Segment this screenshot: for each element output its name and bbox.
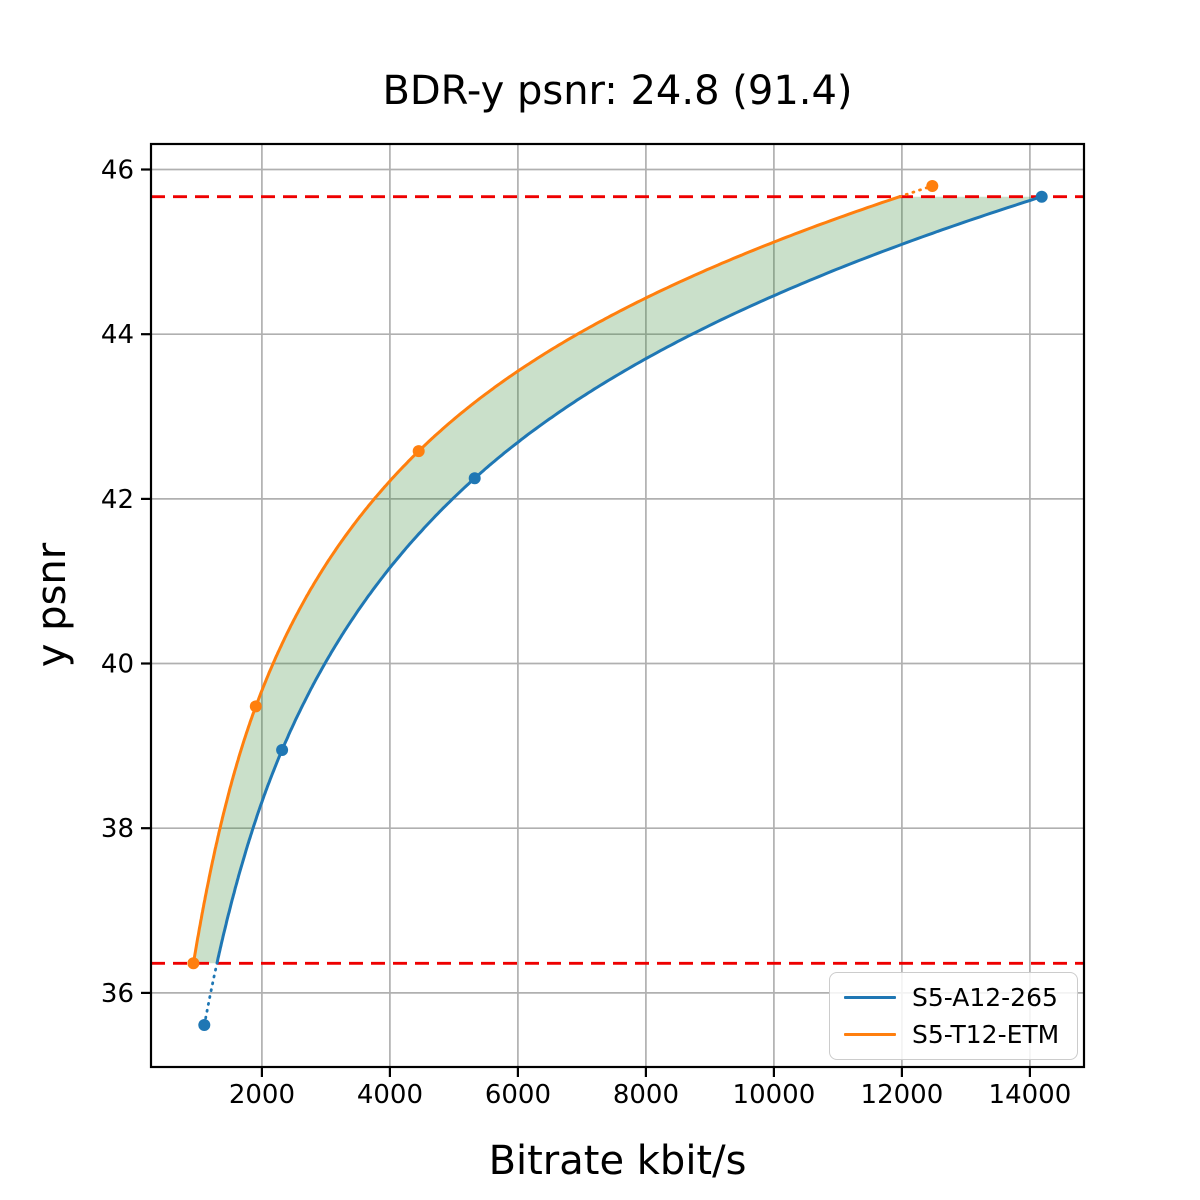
tick-labels: 2000 4000 6000 8000 10000 12000 14000 36 38 40 42 4… — [101, 156, 1071, 1111]
y-tick-label: 36 — [101, 979, 134, 1009]
legend-item-s5-a12-265: S5-A12-265 — [844, 982, 1059, 1013]
x-tick-label: 10000 — [733, 1080, 816, 1110]
y-tick-label: 40 — [101, 650, 134, 680]
axes-spines — [149, 142, 1086, 1069]
curve-s5-a12-265 — [215, 195, 1043, 964]
legend-label: S5-A12-265 — [912, 983, 1058, 1012]
y-tick-label: 46 — [101, 156, 134, 186]
legend: S5-A12-265 S5-T12-ETM — [829, 972, 1079, 1060]
y-tick-label: 38 — [101, 814, 134, 844]
data-point — [468, 472, 481, 485]
data-point — [187, 957, 200, 970]
bd-fill-region — [193, 196, 1042, 964]
ticks — [141, 168, 1032, 1077]
data-point — [412, 445, 425, 458]
fill-layer — [193, 196, 1042, 964]
legend-label: S5-T12-ETM — [912, 1020, 1060, 1049]
x-tick-label: 6000 — [485, 1080, 551, 1110]
spines — [149, 142, 1086, 1069]
curve-s5-a12-265-extrapolated — [202, 961, 219, 1027]
curve-s5-t12-etm-extrapolated — [898, 184, 934, 199]
y-tick-label: 44 — [101, 320, 134, 350]
data-point — [276, 744, 289, 756]
x-tick-label: 14000 — [989, 1080, 1072, 1110]
data-point — [1035, 190, 1048, 203]
x-tick-label: 8000 — [613, 1080, 679, 1110]
data-point — [198, 1019, 211, 1031]
legend-item-s5-t12-etm: S5-T12-ETM — [844, 1019, 1059, 1050]
legend-line-swatch-orange — [844, 1032, 896, 1037]
legend-line-swatch-blue — [844, 995, 896, 1000]
x-tick-label: 4000 — [357, 1080, 423, 1110]
x-axis-label: Bitrate kbit/s — [488, 1138, 747, 1184]
y-axis-label: y psnr — [29, 542, 75, 668]
overlap-lines — [151, 195, 1084, 965]
x-tick-label: 2000 — [229, 1080, 295, 1110]
curves — [191, 184, 1043, 1027]
chart-title: BDR-y psnr: 24.8 (91.4) — [382, 68, 853, 114]
curve-s5-t12-etm — [191, 195, 901, 964]
y-tick-label: 42 — [101, 485, 134, 515]
data-point — [249, 700, 262, 713]
data-points — [187, 180, 1048, 1031]
grid — [151, 144, 1084, 1067]
x-tick-label: 12000 — [861, 1080, 944, 1110]
data-point — [926, 180, 939, 192]
